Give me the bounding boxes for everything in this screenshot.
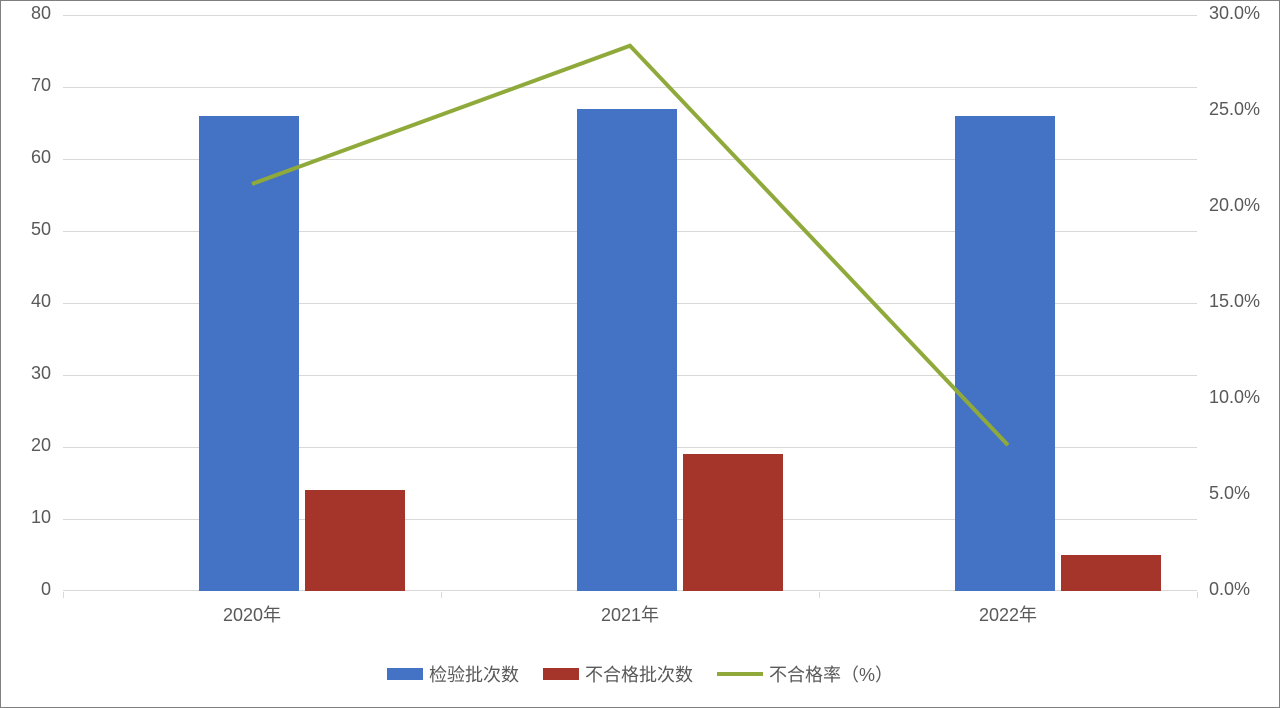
- legend-item: 不合格率（%）: [717, 661, 893, 687]
- y-right-tick-label: 0.0%: [1209, 579, 1250, 600]
- y-right-tick-label: 25.0%: [1209, 99, 1260, 120]
- y-right-tick-label: 10.0%: [1209, 387, 1260, 408]
- y-left-tick-label: 80: [1, 3, 51, 24]
- gridline: [63, 87, 1197, 88]
- bar: [577, 109, 677, 591]
- y-right-tick-label: 30.0%: [1209, 3, 1260, 24]
- gridline: [63, 15, 1197, 16]
- y-left-tick-label: 60: [1, 147, 51, 168]
- x-tick: [1197, 592, 1198, 598]
- x-tick: [819, 592, 820, 598]
- x-tick: [441, 592, 442, 598]
- bar: [1061, 555, 1161, 591]
- bar: [305, 490, 405, 591]
- y-left-tick-label: 0: [1, 579, 51, 600]
- chart-container: 检验批次数 不合格批次数 不合格率（%） 0 10 20 30 40 50 60 70 80 0.0%…: [0, 0, 1280, 708]
- x-tick: [63, 592, 64, 598]
- legend-line-icon: [717, 672, 763, 676]
- bar: [683, 454, 783, 591]
- y-left-tick-label: 50: [1, 219, 51, 240]
- y-right-tick-label: 5.0%: [1209, 483, 1250, 504]
- x-category-label: 2021年: [601, 601, 659, 627]
- legend-swatch-icon: [387, 668, 423, 680]
- y-right-tick-label: 20.0%: [1209, 195, 1260, 216]
- legend-label: 不合格批次数: [585, 661, 693, 687]
- plot-area: [63, 15, 1197, 591]
- y-left-tick-label: 40: [1, 291, 51, 312]
- legend-swatch-icon: [543, 668, 579, 680]
- bar: [955, 116, 1055, 591]
- y-left-tick-label: 20: [1, 435, 51, 456]
- bar: [199, 116, 299, 591]
- x-category-label: 2022年: [979, 601, 1037, 627]
- y-left-tick-label: 70: [1, 75, 51, 96]
- x-category-label: 2020年: [223, 601, 281, 627]
- legend-item: 不合格批次数: [543, 661, 693, 687]
- y-left-tick-label: 30: [1, 363, 51, 384]
- legend: 检验批次数 不合格批次数 不合格率（%）: [387, 661, 893, 687]
- legend-item: 检验批次数: [387, 661, 519, 687]
- legend-label: 不合格率（%）: [769, 661, 893, 687]
- legend-label: 检验批次数: [429, 661, 519, 687]
- y-left-tick-label: 10: [1, 507, 51, 528]
- y-right-tick-label: 15.0%: [1209, 291, 1260, 312]
